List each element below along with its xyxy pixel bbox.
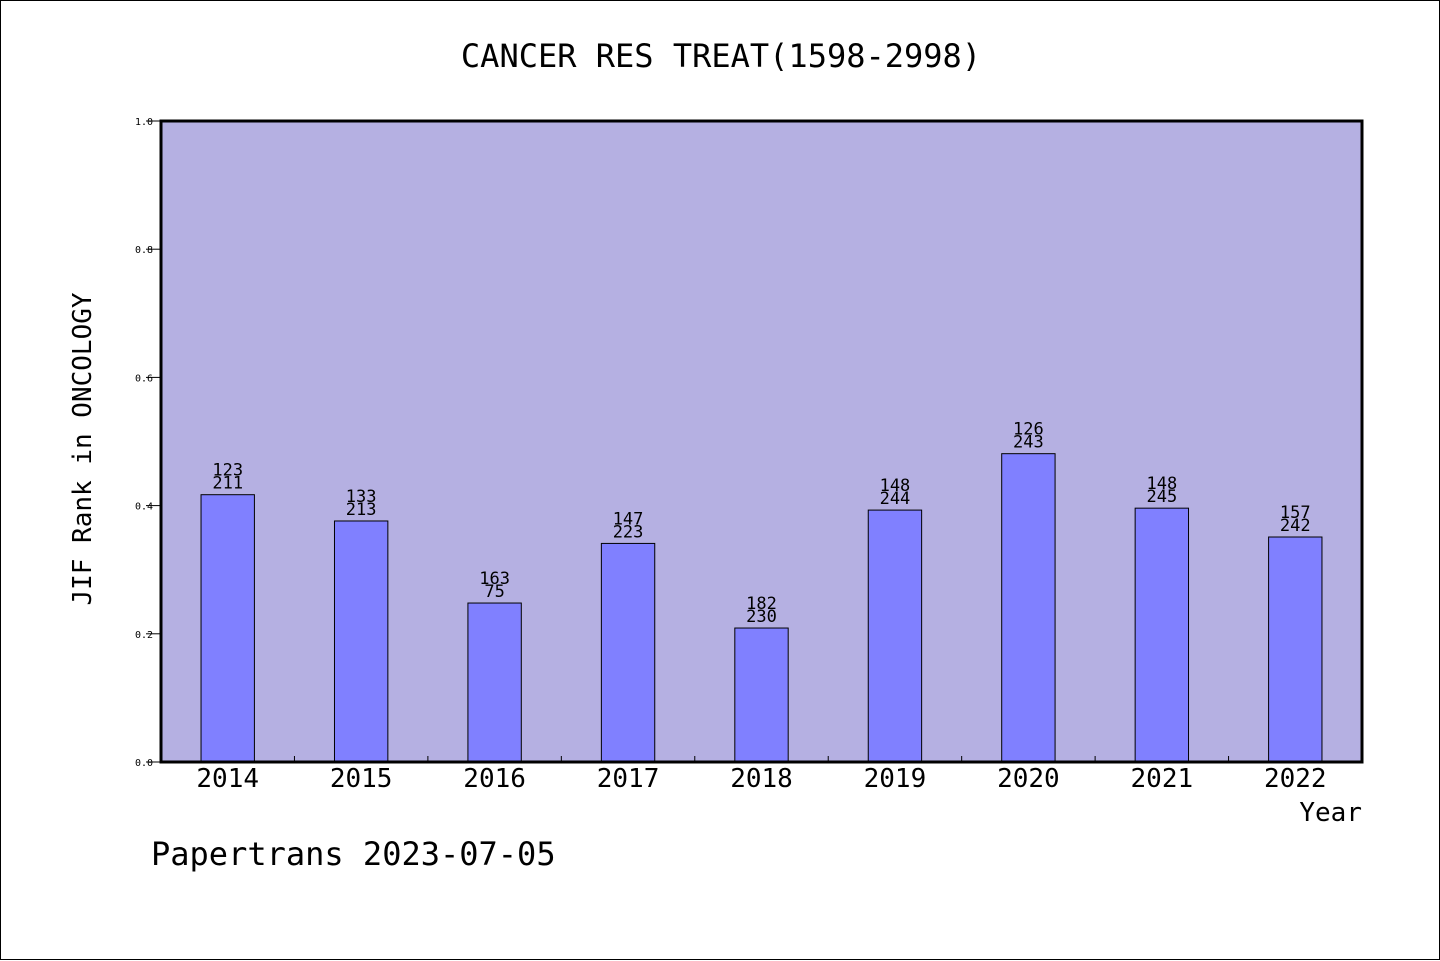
bar-2018 — [734, 627, 789, 763]
bar-label-bottom: 242 — [1280, 516, 1311, 536]
bar-2017 — [600, 542, 656, 763]
bar-label-top: 133 — [346, 487, 377, 507]
bars-layer — [200, 453, 1323, 763]
x-axis-label: Year — [1299, 798, 1362, 828]
bar-label-top: 148 — [1146, 474, 1177, 494]
bar-label-top: 182 — [746, 594, 777, 614]
bar-label-bottom: 213 — [346, 500, 377, 520]
y-tick-label: 1.0 — [135, 117, 153, 128]
x-tick-label: 2018 — [730, 764, 793, 794]
bar-label-bottom: 244 — [880, 489, 911, 509]
y-axis-label: JIF Rank in ONCOLOGY — [68, 292, 98, 605]
bar-label-top: 148 — [880, 476, 911, 496]
x-tick-label: 2017 — [597, 764, 660, 794]
bar-label-bottom: 243 — [1013, 433, 1044, 453]
bar-2022 — [1268, 536, 1323, 763]
y-tick-label: 0.8 — [135, 245, 153, 256]
bar-2019 — [867, 509, 923, 763]
y-tick-label: 0.4 — [135, 502, 153, 513]
bar-label-top: 163 — [479, 569, 510, 589]
bar-2015 — [333, 520, 389, 763]
chart-title: CANCER RES TREAT(1598-2998) — [461, 37, 981, 75]
bar-2016 — [467, 602, 522, 763]
x-tick-label: 2020 — [997, 764, 1060, 794]
x-tick-label: 2014 — [196, 764, 259, 794]
ticks-layer: 0.0 0.2 0.4 0.6 0.8 1.0 — [135, 117, 1230, 769]
bar-label-top: 147 — [613, 509, 644, 529]
x-tick-label: 2022 — [1264, 764, 1327, 794]
x-tick-label: 2015 — [330, 764, 393, 794]
bar-label-bottom: 223 — [613, 522, 644, 542]
bar-2014 — [200, 494, 255, 763]
bar-2020 — [1001, 453, 1056, 763]
y-tick-label: 0.6 — [135, 373, 153, 384]
y-tick-label: 0.2 — [135, 630, 153, 641]
bar-label-top: 126 — [1013, 420, 1044, 440]
bar-label-bottom: 230 — [746, 607, 777, 627]
plot-border — [159, 119, 1364, 764]
bar-label-bottom: 75 — [484, 582, 504, 602]
bar-label-bottom: 211 — [212, 474, 243, 494]
bar-2021 — [1134, 507, 1190, 763]
x-tick-label: 2016 — [463, 764, 526, 794]
bar-label-top: 123 — [212, 461, 243, 481]
bar-label-top: 157 — [1280, 503, 1311, 523]
footer-watermark: Papertrans 2023-07-05 — [151, 835, 556, 873]
bar-label-bottom: 245 — [1146, 487, 1177, 507]
y-tick-label: 0.0 — [135, 758, 153, 769]
x-tick-label: 2019 — [864, 764, 927, 794]
x-tick-label: 2021 — [1131, 764, 1194, 794]
